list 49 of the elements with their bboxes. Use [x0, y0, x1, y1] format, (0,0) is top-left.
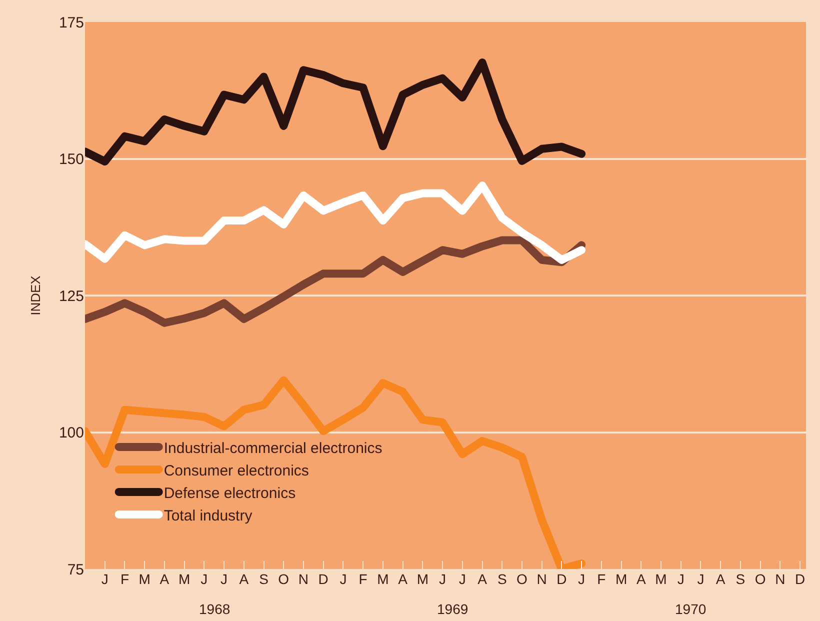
x-tick-label: N [775, 571, 786, 587]
text: 1969 [437, 601, 468, 617]
x-tick-label: M [377, 571, 389, 587]
y-tick-label: 125 [58, 288, 84, 305]
x-tick-label: A [478, 571, 488, 587]
x-tick-label: M [615, 571, 628, 587]
x-tick-label: M [138, 571, 150, 587]
y-tick-label: 175 [58, 14, 84, 32]
x-tick-label: A [716, 571, 726, 587]
x-tick-label: D [794, 571, 806, 587]
x-tick-label: A [160, 571, 170, 587]
x-tick-label: M [416, 571, 428, 587]
legend-label: Total industry [164, 507, 253, 524]
x-tick-label: N [536, 571, 547, 587]
x-tick-label: M [178, 571, 190, 587]
x-tick-label: A [636, 571, 646, 587]
x-tick-label: O [754, 571, 766, 587]
x-tick-label: J [677, 571, 684, 587]
x-tick-label: S [497, 571, 507, 587]
x-tick-label: J [220, 571, 228, 587]
x-tick-label: F [358, 571, 368, 587]
x-tick-label: D [318, 571, 328, 587]
legend-label: Industrial-commercial electronics [164, 440, 382, 457]
legend-label: Consumer electronics [164, 462, 309, 480]
legend-label: Defense electronics [164, 484, 296, 502]
x-tick-label: O [516, 571, 528, 587]
x-tick-label: N [298, 571, 309, 587]
y-tick-label: 150 [58, 151, 84, 168]
x-tick-label: J [697, 571, 704, 587]
text: 1970 [675, 601, 706, 617]
x-tick-label: S [259, 571, 268, 587]
y-tick-label: 75 [67, 561, 84, 578]
x-tick-label: J [200, 571, 208, 587]
x-tick-label: J [458, 571, 466, 587]
x-tick-label: D [556, 571, 567, 587]
x-tick-label: J [439, 571, 446, 587]
x-tick-label: S [736, 571, 746, 587]
x-tick-label: M [655, 571, 667, 587]
x-tick-label: J [578, 571, 586, 587]
x-tick-label: F [120, 571, 129, 587]
x-tick-label: A [398, 571, 408, 587]
text: 1968 [199, 601, 230, 617]
x-tick-label: J [340, 571, 347, 587]
x-tick-label: O [278, 571, 290, 587]
x-tick-label: A [239, 571, 250, 587]
x-tick-label: F [597, 571, 606, 587]
y-tick-label: 100 [58, 424, 84, 442]
y-axis-title: INDEX [28, 275, 43, 316]
x-tick-label: J [101, 571, 108, 587]
